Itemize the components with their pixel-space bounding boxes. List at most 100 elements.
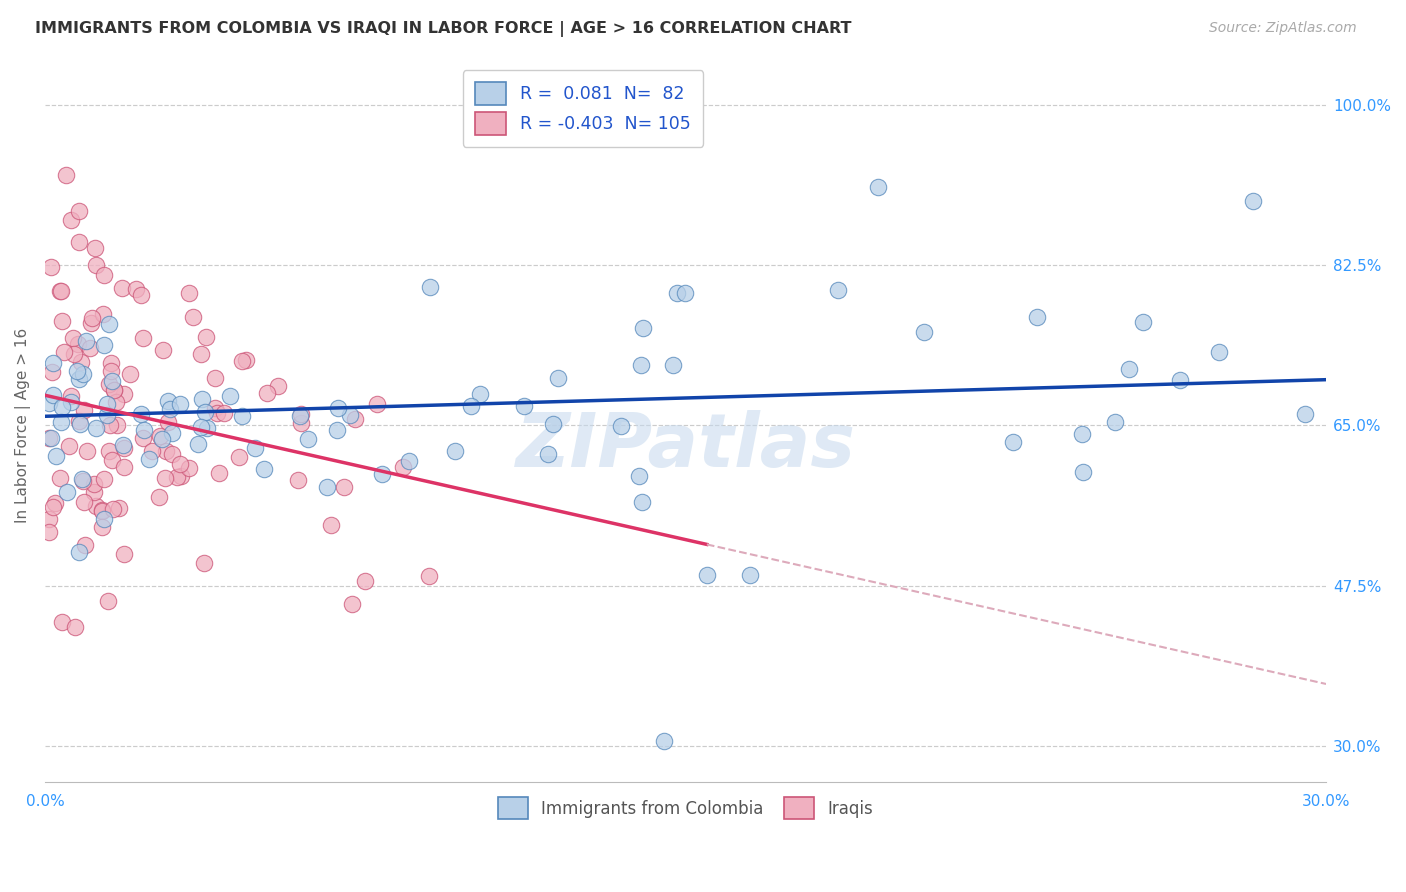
Point — [91, 504, 114, 518]
Point — [319, 517, 342, 532]
Point — [205, 406, 228, 420]
Point — [41, 366, 63, 380]
Point — [675, 285, 697, 300]
Point — [45, 449, 67, 463]
Point — [100, 363, 122, 377]
Point — [83, 477, 105, 491]
Point — [219, 389, 242, 403]
Point — [343, 412, 366, 426]
Point — [73, 403, 96, 417]
Point — [157, 394, 180, 409]
Point — [179, 286, 201, 301]
Point — [460, 400, 482, 414]
Point — [153, 471, 176, 485]
Point — [69, 371, 91, 385]
Point — [51, 314, 73, 328]
Point — [628, 469, 651, 483]
Point — [1025, 310, 1047, 325]
Point — [256, 386, 278, 401]
Point — [160, 448, 183, 462]
Point — [66, 364, 89, 378]
Point — [112, 460, 135, 475]
Point — [537, 447, 560, 461]
Point — [156, 415, 179, 429]
Point — [1104, 415, 1126, 429]
Point — [738, 567, 761, 582]
Point — [39, 431, 62, 445]
Point — [609, 418, 631, 433]
Point — [49, 415, 72, 429]
Point — [67, 545, 90, 559]
Point — [912, 326, 935, 340]
Point — [630, 358, 652, 372]
Point — [67, 337, 90, 351]
Point — [253, 461, 276, 475]
Point — [44, 495, 66, 509]
Point — [194, 405, 217, 419]
Point — [100, 356, 122, 370]
Point — [98, 377, 121, 392]
Point — [132, 423, 155, 437]
Point — [51, 615, 73, 630]
Point — [93, 307, 115, 321]
Point — [150, 432, 173, 446]
Point — [103, 383, 125, 397]
Point — [72, 367, 94, 381]
Point — [96, 408, 118, 422]
Point — [96, 397, 118, 411]
Point — [231, 354, 253, 368]
Point — [132, 431, 155, 445]
Point — [83, 485, 105, 500]
Point — [866, 180, 889, 194]
Point — [1208, 345, 1230, 359]
Point — [101, 452, 124, 467]
Point — [166, 469, 188, 483]
Point — [827, 283, 849, 297]
Point — [67, 235, 90, 250]
Point — [235, 353, 257, 368]
Point — [56, 484, 79, 499]
Point — [191, 392, 214, 406]
Point — [1243, 194, 1265, 209]
Point — [326, 423, 349, 437]
Point — [118, 367, 141, 381]
Point — [84, 420, 107, 434]
Point — [91, 520, 114, 534]
Point — [97, 318, 120, 332]
Point — [1294, 407, 1316, 421]
Point — [41, 500, 63, 515]
Point — [391, 459, 413, 474]
Point — [665, 285, 688, 300]
Point — [98, 444, 121, 458]
Point — [101, 501, 124, 516]
Point — [204, 371, 226, 385]
Legend: Immigrants from Colombia, Iraqis: Immigrants from Colombia, Iraqis — [492, 790, 880, 825]
Point — [418, 569, 440, 583]
Point — [245, 441, 267, 455]
Point — [470, 387, 492, 401]
Point — [169, 457, 191, 471]
Point — [630, 495, 652, 509]
Point — [51, 401, 73, 415]
Point — [62, 331, 84, 345]
Point — [55, 168, 77, 182]
Point — [181, 310, 204, 324]
Point — [131, 331, 153, 345]
Point — [652, 734, 675, 748]
Point — [1118, 362, 1140, 376]
Point — [63, 620, 86, 634]
Point — [101, 374, 124, 388]
Point — [1168, 373, 1191, 387]
Point — [339, 408, 361, 422]
Point — [69, 204, 91, 219]
Y-axis label: In Labor Force | Age > 16: In Labor Force | Age > 16 — [15, 328, 31, 523]
Point — [1132, 315, 1154, 329]
Point — [59, 389, 82, 403]
Point — [662, 358, 685, 372]
Point — [59, 395, 82, 409]
Point — [231, 409, 253, 423]
Point — [112, 441, 135, 455]
Point — [75, 538, 97, 552]
Point — [124, 282, 146, 296]
Point — [342, 597, 364, 611]
